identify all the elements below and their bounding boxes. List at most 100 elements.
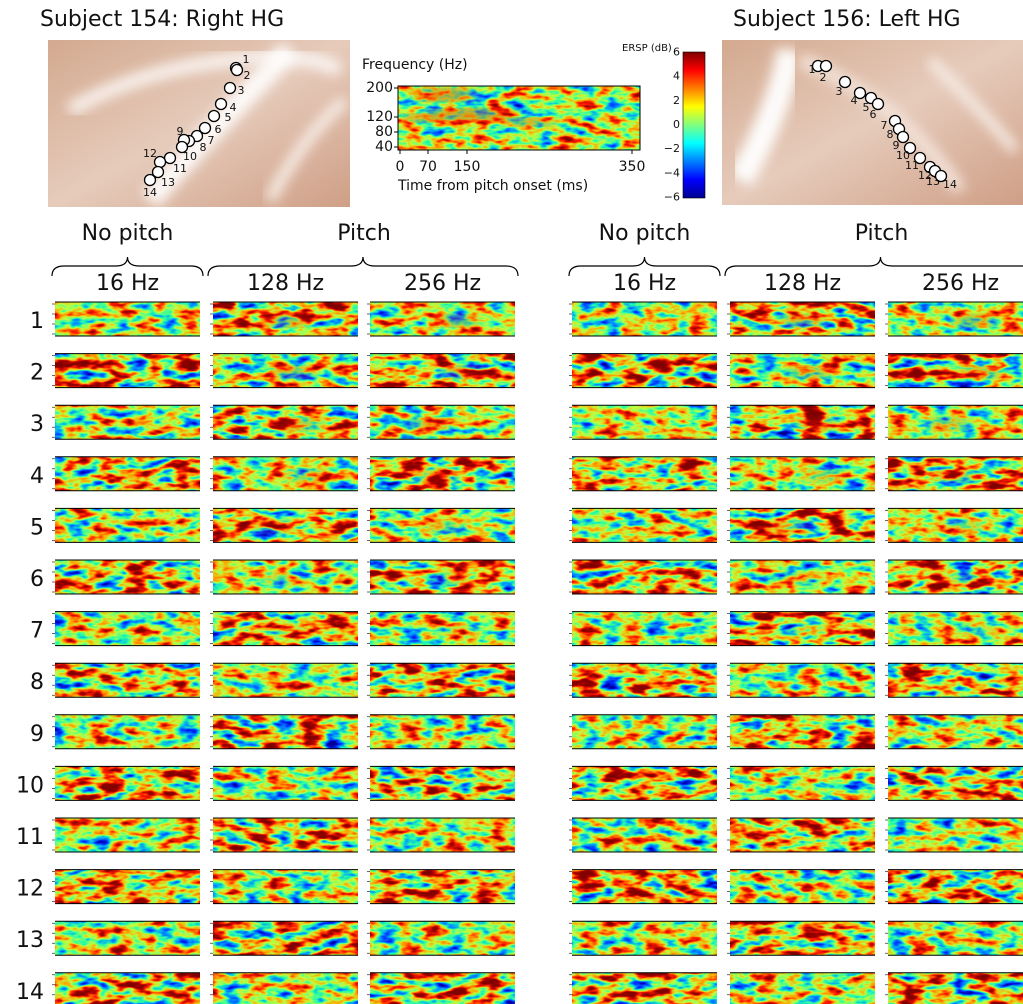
condition-label: 128 Hz bbox=[764, 271, 841, 296]
spectrogram-activity bbox=[940, 521, 984, 533]
example-activity bbox=[505, 118, 555, 126]
row-label: 14 bbox=[16, 980, 44, 1004]
electrode-label: 2 bbox=[820, 71, 827, 84]
row-label: 2 bbox=[30, 361, 44, 386]
example-x-tick: 70 bbox=[419, 159, 437, 175]
spectrogram-activity bbox=[954, 624, 998, 636]
spectrogram-activity bbox=[422, 521, 466, 533]
spectrogram-activity bbox=[795, 418, 839, 430]
spectrogram bbox=[55, 560, 200, 594]
row-label: 5 bbox=[30, 515, 44, 540]
spectrogram bbox=[730, 663, 875, 697]
spectrogram bbox=[572, 921, 717, 955]
electrode bbox=[209, 111, 220, 122]
spectrogram bbox=[213, 663, 358, 697]
row-label: 9 bbox=[30, 722, 44, 747]
spectrogram-activity bbox=[441, 366, 485, 378]
spectrogram bbox=[572, 973, 717, 1004]
electrode-label: 7 bbox=[208, 134, 215, 147]
row-label: 1 bbox=[30, 309, 44, 334]
spectrogram bbox=[572, 715, 717, 749]
electrode-label: 2 bbox=[244, 69, 251, 82]
example-y-label: Frequency (Hz) bbox=[362, 57, 468, 73]
spectrogram bbox=[55, 870, 200, 904]
electrode-label: 14 bbox=[143, 186, 157, 199]
spectrogram-activity bbox=[769, 521, 813, 533]
spectrogram bbox=[213, 973, 358, 1004]
example-activity bbox=[400, 114, 440, 122]
row-label: 13 bbox=[16, 928, 44, 953]
brain-image-left bbox=[48, 40, 350, 207]
condition-label: 256 Hz bbox=[922, 271, 999, 296]
example-x-label: Time from pitch onset (ms) bbox=[397, 178, 588, 194]
spectrogram bbox=[213, 818, 358, 852]
condition-label: 256 Hz bbox=[404, 271, 481, 296]
spectrogram bbox=[55, 921, 200, 955]
electrode-label: 4 bbox=[851, 94, 858, 107]
electrode-label: 1 bbox=[243, 53, 250, 66]
group-label: Pitch bbox=[855, 221, 909, 246]
electrode-label: 1 bbox=[809, 63, 816, 76]
spectrogram-activity bbox=[278, 418, 322, 430]
colorbar-label: ERSP (dB) bbox=[622, 43, 672, 54]
spectrogram bbox=[370, 766, 515, 800]
example-x-tick: 350 bbox=[619, 159, 646, 175]
electrode bbox=[232, 65, 243, 76]
spectrogram bbox=[572, 457, 717, 491]
electrode-label: 3 bbox=[836, 85, 843, 98]
spectrogram bbox=[572, 354, 717, 388]
spectrogram bbox=[213, 766, 358, 800]
electrode-label: 3 bbox=[238, 84, 245, 97]
brain-image-right bbox=[722, 40, 1023, 205]
spectrogram bbox=[888, 973, 1023, 1004]
spectrogram bbox=[55, 766, 200, 800]
spectrogram-activity bbox=[776, 573, 820, 585]
spectrogram-activity bbox=[252, 521, 296, 533]
electrode-label: 9 bbox=[177, 125, 184, 138]
electrode-label: 6 bbox=[870, 108, 877, 121]
colorbar-tick: −2 bbox=[664, 142, 680, 155]
spectrogram bbox=[213, 870, 358, 904]
electrode-label: 6 bbox=[215, 123, 222, 136]
spectrogram bbox=[888, 354, 1023, 388]
spectrogram bbox=[888, 663, 1023, 697]
row-label: 7 bbox=[30, 619, 44, 644]
spectrogram-activity bbox=[781, 315, 825, 327]
spectrogram bbox=[370, 663, 515, 697]
spectrogram bbox=[888, 870, 1023, 904]
spectrogram bbox=[730, 870, 875, 904]
electrode-label: 11 bbox=[905, 159, 919, 172]
subject-title: Subject 154: Right HG bbox=[40, 7, 284, 32]
spectrogram-activity bbox=[802, 470, 846, 482]
spectrogram bbox=[572, 766, 717, 800]
spectrogram bbox=[730, 818, 875, 852]
example-x-tick: 150 bbox=[454, 159, 481, 175]
spectrogram bbox=[572, 612, 717, 646]
spectrogram-activity bbox=[266, 624, 310, 636]
row-label: 10 bbox=[16, 773, 44, 798]
electrode-label: 12 bbox=[143, 147, 157, 160]
spectrogram bbox=[730, 766, 875, 800]
spectrogram-activity bbox=[436, 624, 480, 636]
electrode-label: 11 bbox=[173, 162, 187, 175]
colorbar-tick: −6 bbox=[664, 191, 680, 204]
example-y-tick: 80 bbox=[375, 124, 393, 140]
row-label: 11 bbox=[16, 825, 44, 850]
spectrogram-activity bbox=[271, 366, 315, 378]
spectrogram bbox=[572, 870, 717, 904]
spectrogram-activity bbox=[259, 573, 303, 585]
spectrogram bbox=[55, 508, 200, 542]
spectrogram bbox=[55, 973, 200, 1004]
example-x-tick: 0 bbox=[396, 159, 405, 175]
group-label: Pitch bbox=[337, 221, 391, 246]
spectrogram bbox=[370, 818, 515, 852]
condition-label: 128 Hz bbox=[247, 271, 324, 296]
electrode-label: 8 bbox=[200, 141, 207, 154]
electrode-label: 5 bbox=[225, 111, 232, 124]
row-label: 6 bbox=[30, 567, 44, 592]
spectrogram bbox=[888, 818, 1023, 852]
colorbar-tick: −4 bbox=[664, 166, 680, 179]
group-label: No pitch bbox=[599, 221, 691, 246]
spectrogram-activity bbox=[429, 573, 473, 585]
spectrogram bbox=[55, 715, 200, 749]
